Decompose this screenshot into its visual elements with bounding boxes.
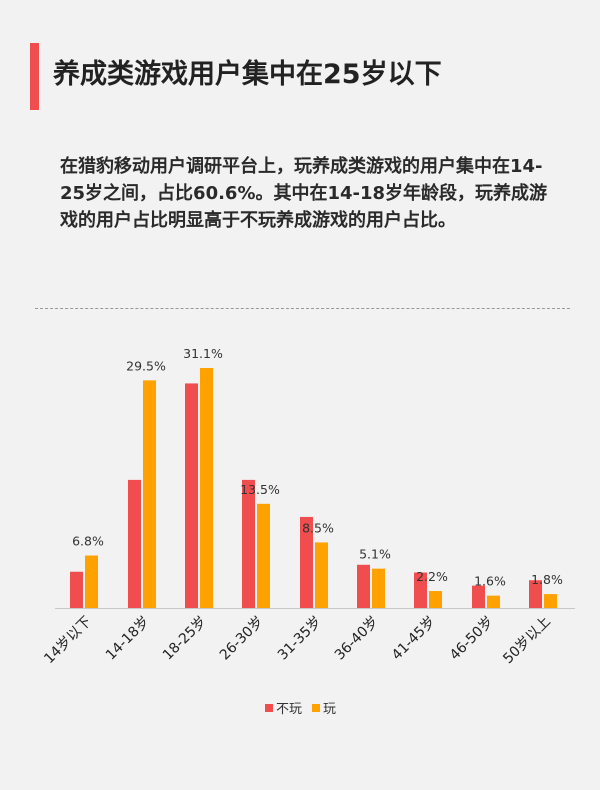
data-label-6: 2.2% <box>416 569 448 584</box>
x-tick-label-6: 41-45岁 <box>389 614 439 664</box>
legend-swatch-play <box>312 703 321 712</box>
legend-item-not-play: 不玩 <box>265 698 302 717</box>
data-label-1: 29.5% <box>126 358 166 373</box>
x-tick-label-4: 31-35岁 <box>275 614 325 664</box>
bar-play-0 <box>85 555 98 608</box>
data-label-3: 13.5% <box>240 482 280 497</box>
bar-play-2 <box>200 368 213 608</box>
bar-play-4 <box>315 542 328 608</box>
x-tick-label-3: 26-30岁 <box>217 614 267 664</box>
data-label-7: 1.6% <box>474 574 506 589</box>
dashed-divider <box>35 308 570 309</box>
x-tick-label-5: 36-40岁 <box>332 614 382 664</box>
bar-not-play-2 <box>185 383 198 608</box>
bar-play-5 <box>372 568 385 608</box>
bar-not-play-7 <box>472 585 485 608</box>
legend-item-play: 玩 <box>312 698 336 717</box>
bar-not-play-4 <box>300 516 313 608</box>
x-tick-label-1: 14-18岁 <box>103 614 153 664</box>
bar-not-play-1 <box>128 479 141 608</box>
bar-chart: 6.8% 14岁以下 29.5% 14-18岁 31.1% 18-25岁 13.5% 26-3… <box>41 346 575 668</box>
legend-label-not-play: 不玩 <box>276 702 303 717</box>
chart-legend: 不玩 玩 <box>265 698 336 717</box>
bar-play-3 <box>257 503 270 608</box>
x-tick-label-2: 18-25岁 <box>160 614 210 664</box>
data-label-5: 5.1% <box>359 547 391 562</box>
x-tick-label-8: 50岁以上 <box>500 614 554 668</box>
bar-not-play-0 <box>70 571 83 608</box>
bar-not-play-6 <box>414 572 427 608</box>
data-label-2: 31.1% <box>183 346 223 361</box>
data-label-0: 6.8% <box>72 534 104 549</box>
bar-play-6 <box>429 591 442 608</box>
bar-play-1 <box>143 380 156 608</box>
x-tick-label-0: 14岁以下 <box>41 614 95 668</box>
data-label-8: 1.8% <box>531 572 563 587</box>
bar-not-play-5 <box>357 564 370 608</box>
bar-play-8 <box>544 594 557 608</box>
x-tick-label-7: 46-50岁 <box>447 614 497 664</box>
legend-label-play: 玩 <box>323 702 337 717</box>
title-accent-bar <box>30 43 39 110</box>
bar-not-play-3 <box>242 479 255 608</box>
page-title: 养成类游戏用户集中在25岁以下 <box>53 59 442 90</box>
bar-not-play-8 <box>529 580 542 608</box>
legend-swatch-not-play <box>265 703 273 712</box>
data-label-4: 8.5% <box>302 520 334 535</box>
bar-play-7 <box>487 595 500 608</box>
description-text: 在猎豹移动用户调研平台上，玩养成类游戏的用户集中在14-25岁之间，占比60.6… <box>60 156 548 231</box>
